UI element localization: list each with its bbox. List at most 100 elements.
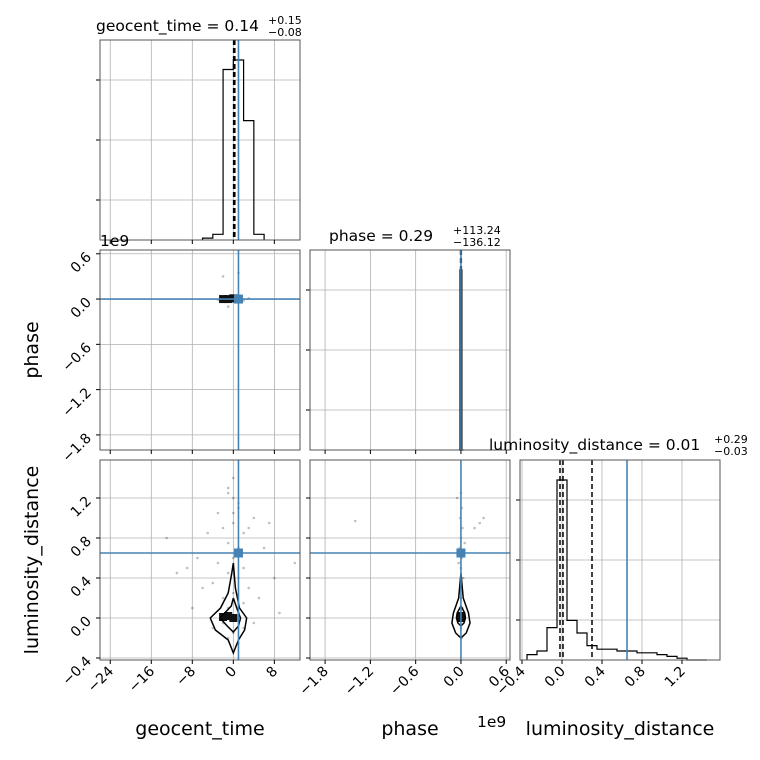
title-geocent-time: geocent_time = 0.14 — [96, 17, 259, 36]
panel-geocent-time-phase: −1.8 −1.2 −0.6 0.0 0.6 — [59, 249, 301, 466]
truth-marker — [456, 548, 466, 558]
ytick-label: 0.0 — [68, 295, 95, 322]
xtick-label: 0.4 — [582, 663, 609, 690]
title-geocent-time-plus: +0.15 — [268, 14, 302, 27]
xtick-label: 0 — [223, 664, 241, 682]
sample-point — [267, 521, 271, 525]
xlabel-geocent-time: geocent_time — [135, 718, 264, 740]
sample-point — [226, 305, 230, 308]
sample-point — [353, 519, 357, 523]
sample-point — [273, 576, 276, 580]
panel-phase-phase — [306, 249, 511, 454]
ytick-label: −0.6 — [59, 340, 94, 375]
sample-point — [232, 476, 235, 480]
ytick-label: 1.2 — [68, 494, 95, 521]
xtick-label: 1.2 — [662, 664, 689, 691]
sample-point — [247, 586, 251, 590]
truth-marker — [233, 294, 243, 304]
title-luminosity-distance: luminosity_distance = 0.01 — [489, 436, 700, 455]
panel-frame — [519, 459, 721, 661]
sample-point — [226, 491, 230, 495]
sample-point — [242, 601, 245, 605]
density-core — [229, 614, 238, 622]
sample-point — [216, 561, 220, 565]
sample-point — [185, 566, 189, 570]
panel-frame — [99, 459, 301, 661]
title-phase-minus: −136.12 — [453, 236, 501, 249]
sample-point — [221, 275, 225, 278]
panel-phase-luminosity-distance: −1.8 −1.2 −0.6 0.0 0.6 — [297, 459, 513, 699]
title-phase-plus: +113.24 — [453, 224, 501, 237]
sample-point — [455, 496, 459, 500]
sample-point — [252, 621, 256, 625]
panel-luminosity-distance-luminosity-distance: −0.4 0.0 0.4 0.8 1.2 — [493, 459, 721, 699]
ytick-label: 0.0 — [68, 614, 95, 641]
xtick-label: 8 — [264, 664, 282, 682]
sample-point — [257, 596, 261, 600]
contour-outer — [209, 562, 248, 656]
sample-point — [478, 521, 482, 525]
sample-point — [216, 511, 220, 515]
ytick-label: −1.2 — [59, 385, 94, 420]
ytick-label: −1.8 — [59, 430, 94, 465]
sample-point — [221, 596, 225, 600]
sample-point — [226, 486, 230, 490]
sample-point — [457, 561, 460, 565]
ytick-label: 0.8 — [68, 534, 95, 561]
sample-point — [206, 531, 209, 535]
xtick-label: 0.0 — [441, 664, 468, 691]
ytick-label: 0.4 — [68, 573, 95, 600]
panel-frame — [309, 249, 511, 451]
sample-point — [221, 526, 225, 530]
offset-text-phase-y: 1e9 — [100, 232, 129, 250]
sample-point — [278, 611, 281, 615]
sample-point — [226, 571, 230, 575]
ytick-label: 0.6 — [68, 249, 95, 276]
labels-layer: geocent_time = 0.14 +0.15 −0.08 phase = … — [21, 14, 748, 740]
panels-layer: −1.8−1.2−0.60.00.6−24 −16 −8 0 8−0.40.00.40.… — [59, 39, 721, 699]
xtick-label: −8 — [173, 664, 199, 690]
panel-geocent-time-geocent-time — [96, 39, 301, 244]
hist-1d-luminosity-distance — [526, 479, 707, 661]
title-luminosity-distance-minus: −0.03 — [714, 445, 748, 458]
title-phase: phase = 0.29 — [329, 227, 433, 245]
xlabel-luminosity-distance: luminosity_distance — [526, 718, 715, 740]
xtick-label: 0.0 — [542, 664, 569, 691]
sample-point — [461, 526, 464, 530]
density-core — [224, 612, 233, 620]
sample-point — [201, 586, 204, 590]
density-core — [219, 613, 228, 621]
sample-point — [232, 511, 235, 515]
xtick-label: −0.6 — [387, 663, 422, 698]
sample-point — [262, 546, 266, 550]
ylabel-phase: phase — [21, 321, 43, 378]
sample-point — [232, 591, 235, 595]
panel-frame — [309, 459, 511, 661]
sample-point — [473, 526, 476, 530]
xtick-label: −16 — [126, 663, 158, 695]
ylabel-luminosity-distance: luminosity_distance — [21, 466, 43, 655]
sample-point — [226, 541, 230, 545]
sample-point — [461, 576, 465, 580]
truth-marker — [233, 548, 243, 558]
sample-point — [293, 561, 297, 565]
sample-point — [232, 521, 235, 525]
sample-point — [242, 531, 245, 535]
sample-point — [252, 516, 256, 520]
panel-frame — [99, 249, 301, 451]
sample-point — [463, 541, 467, 545]
xtick-label: −1.2 — [342, 664, 377, 699]
panel-geocent-time-luminosity-distance: −24 −16 −8 0 8−0.40.00.40.81.2 — [59, 459, 301, 696]
sample-point — [242, 566, 245, 570]
sample-point — [165, 536, 168, 540]
xtick-label: −1.8 — [297, 664, 332, 699]
sample-point — [196, 556, 199, 560]
panel-frame — [99, 39, 301, 241]
sample-point — [232, 496, 235, 500]
sample-point — [175, 571, 179, 575]
offset-text-phase-x: 1e9 — [477, 713, 506, 731]
sample-point — [191, 606, 194, 610]
xtick-label: 0.8 — [622, 664, 649, 691]
xlabel-phase: phase — [381, 718, 438, 740]
